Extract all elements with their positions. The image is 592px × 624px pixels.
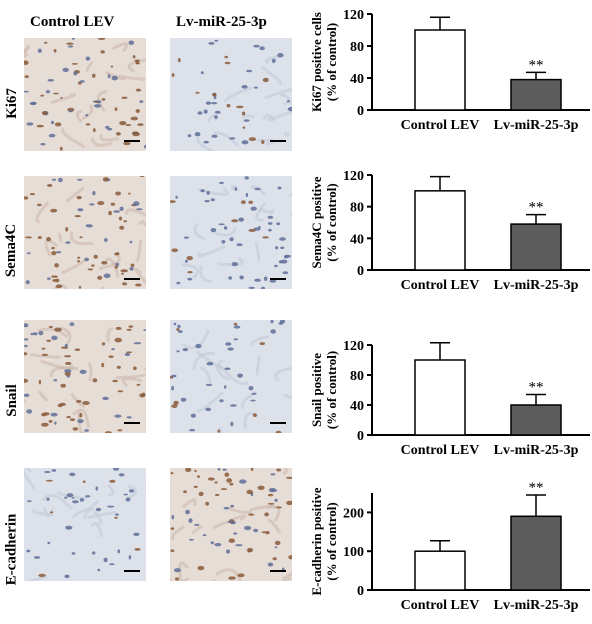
column-header-treated: Lv-miR-25-3p <box>176 14 267 30</box>
x-category-label: Control LEV <box>401 598 480 613</box>
y-tick-label: 40 <box>350 232 364 247</box>
y-axis-label-line1: Snail positive <box>309 353 324 427</box>
significance-marker: ** <box>529 57 544 73</box>
y-tick-label: 40 <box>350 72 364 87</box>
y-tick-label: 0 <box>357 584 364 599</box>
x-category-label: Lv-miR-25-3p <box>494 443 579 458</box>
bar-treated <box>510 78 562 111</box>
y-axis-label-line2: (% of control) <box>324 23 339 101</box>
micrograph-ki67-treated <box>170 38 292 151</box>
x-category-label: Control LEV <box>401 118 480 133</box>
y-tick-label: 100 <box>343 545 364 560</box>
y-tick-label: 120 <box>343 169 364 184</box>
y-axis-label-line2: (% of control) <box>324 183 339 261</box>
bar-treated <box>510 515 562 591</box>
y-tick-label: 80 <box>350 369 364 384</box>
y-tick-label: 120 <box>343 8 364 23</box>
x-category-label: Lv-miR-25-3p <box>494 118 579 133</box>
micrograph-snail-treated <box>170 320 292 433</box>
y-tick-label: 40 <box>350 399 364 414</box>
y-axis-label-line1: E-cadherin positive <box>309 487 324 595</box>
y-axis-label-line2: (% of control) <box>324 502 339 580</box>
significance-marker: ** <box>529 380 544 396</box>
bar-treated <box>510 223 562 271</box>
x-category-label: Lv-miR-25-3p <box>494 278 579 293</box>
row-label-sema4c: Sema4C <box>3 223 20 277</box>
bar-control <box>414 359 466 436</box>
y-axis-label-line1: Ki67 positive cells <box>309 12 324 112</box>
micrograph-sema4c-control <box>24 176 146 289</box>
y-tick-label: 0 <box>357 104 364 119</box>
bar-control <box>414 190 466 271</box>
y-tick-label: 0 <box>357 264 364 279</box>
y-axis-label-line2: (% of control) <box>324 351 339 429</box>
x-category-label: Control LEV <box>401 443 480 458</box>
micrograph-ki67-control <box>24 38 146 151</box>
micrograph-ecadherin-control <box>24 468 146 581</box>
y-tick-label: 80 <box>350 201 364 216</box>
row-label-snail: Snail <box>3 383 20 417</box>
y-tick-label: 80 <box>350 40 364 55</box>
bar-control <box>414 550 466 591</box>
significance-marker: ** <box>529 200 544 216</box>
bar-control <box>414 29 466 111</box>
y-axis-label-line1: Sema4C positive <box>309 176 324 268</box>
row-label-e-cadherin: E-cadherin <box>3 513 20 585</box>
x-category-label: Lv-miR-25-3p <box>494 598 579 613</box>
row-label-ki67: Ki67 <box>3 87 20 119</box>
significance-marker: ** <box>529 480 544 496</box>
y-tick-label: 200 <box>343 506 364 521</box>
y-tick-label: 120 <box>343 339 364 354</box>
y-tick-label: 0 <box>357 429 364 444</box>
x-category-label: Control LEV <box>401 278 480 293</box>
column-header-control: Control LEV <box>30 14 115 30</box>
micrograph-snail-control <box>24 320 146 433</box>
micrograph-ecadherin-treated <box>170 468 292 581</box>
micrograph-sema4c-treated <box>170 176 292 289</box>
